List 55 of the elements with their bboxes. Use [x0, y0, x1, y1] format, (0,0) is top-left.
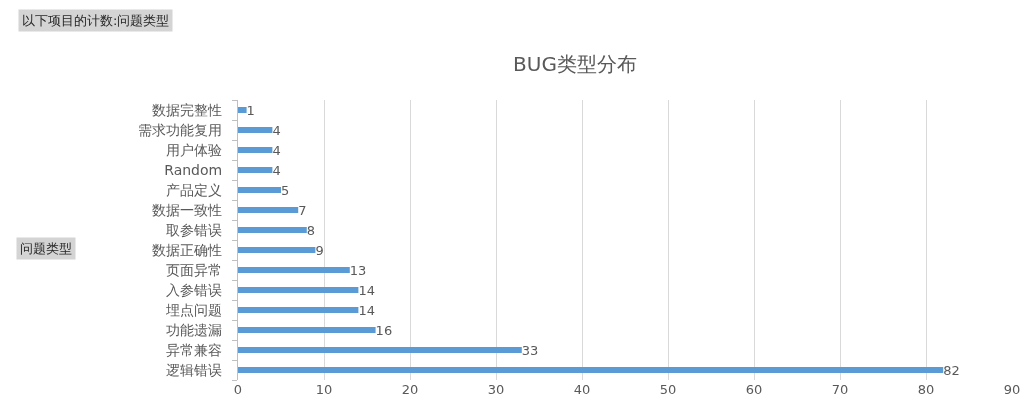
y-tick-label: 异常兼容 [166, 341, 223, 358]
x-tick-label: 90 [1003, 382, 1021, 397]
data-label: 4 [272, 162, 281, 178]
y-tick-label: 数据完整性 [152, 101, 223, 118]
x-tick-label: 0 [233, 382, 243, 397]
data-label: 82 [943, 362, 960, 378]
x-tick-label: 80 [917, 382, 935, 397]
bar [238, 107, 247, 113]
bar [238, 247, 316, 253]
y-tick-label: 功能遗漏 [166, 321, 223, 338]
text: 以下项目的计数:问题类型 [22, 13, 170, 28]
x-tick-label: 20 [401, 382, 419, 397]
x-tick-label: 30 [487, 382, 505, 397]
data-label: 1 [246, 102, 255, 118]
x-tick-label: 60 [745, 382, 763, 397]
y-tick-label: 数据一致性 [152, 201, 223, 218]
data-label: 8 [306, 222, 316, 238]
data-label: 14 [358, 302, 375, 318]
bar [238, 307, 359, 313]
bar [238, 367, 944, 373]
bar [238, 327, 376, 333]
data-label: 5 [281, 182, 290, 198]
bar [238, 227, 307, 233]
data-label: 14 [358, 282, 375, 298]
data-label: 13 [349, 262, 367, 278]
y-tick-label: 逻辑错误 [166, 361, 223, 378]
y-tick-label: 埋点问题 [165, 301, 223, 318]
x-tick-label: 50 [659, 382, 677, 397]
y-tick-label: 数据正确性 [152, 241, 223, 258]
data-label: 7 [298, 202, 307, 218]
data-label: 4 [272, 142, 281, 158]
y-tick-label: 入参错误 [166, 281, 223, 298]
bar [238, 207, 299, 213]
bar [238, 147, 273, 153]
data-label: 16 [375, 322, 393, 338]
x-tick-label: 70 [831, 382, 849, 397]
y-tick-label: 用户体验 [166, 141, 223, 158]
bar [238, 287, 359, 293]
data-label: 33 [521, 342, 539, 358]
data-label: 9 [315, 242, 324, 258]
y-tick-label: Random [164, 161, 223, 178]
x-tick-label: 40 [573, 382, 591, 397]
y-tick-label: 页面异常 [166, 261, 223, 278]
bar [238, 127, 273, 133]
x-tick-label: 10 [315, 382, 333, 397]
bar [238, 347, 522, 353]
y-tick-label: 需求功能复用 [138, 121, 223, 138]
bar [238, 167, 273, 173]
y-tick-label: 取参错误 [166, 221, 223, 238]
bar [238, 267, 350, 273]
bar [238, 187, 281, 193]
y-tick-label: 产品定义 [166, 181, 223, 198]
text: 问题类型 [20, 241, 72, 256]
chart-title: BUG类型分布 [513, 52, 637, 76]
data-label: 4 [272, 122, 281, 138]
